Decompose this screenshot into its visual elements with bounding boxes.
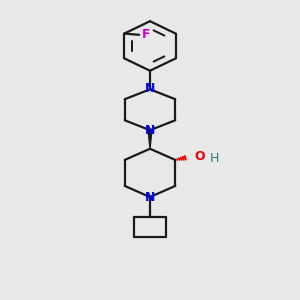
Text: F: F	[142, 28, 151, 41]
Text: N: N	[145, 190, 155, 204]
Text: N: N	[145, 124, 155, 137]
Text: N: N	[145, 82, 155, 95]
Polygon shape	[148, 130, 152, 149]
Text: O: O	[195, 150, 205, 164]
Text: H: H	[210, 152, 219, 165]
